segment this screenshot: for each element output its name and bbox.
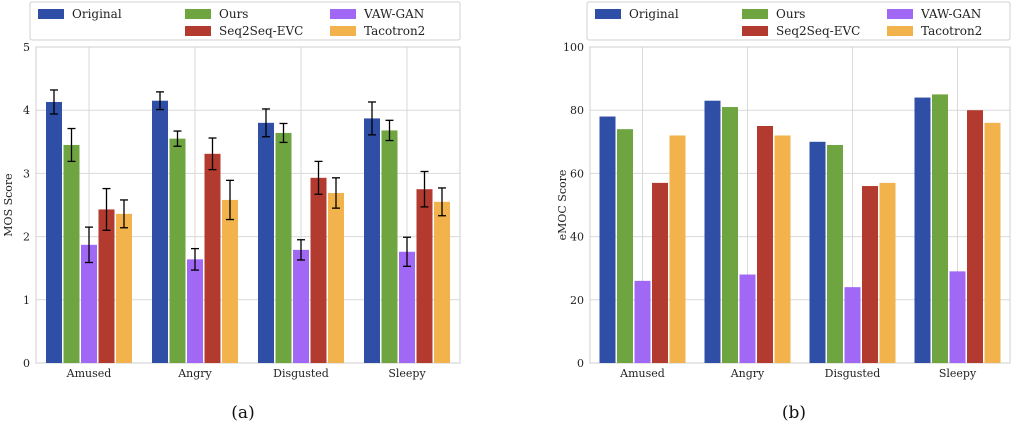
legend-swatch: [185, 9, 211, 19]
y-tick-label: 3: [23, 167, 30, 180]
bar: [63, 144, 80, 363]
bar: [914, 97, 931, 363]
bar: [399, 251, 415, 363]
bar: [984, 122, 1001, 363]
bar: [152, 100, 168, 363]
y-tick-label: 40: [570, 231, 584, 244]
bar: [704, 100, 721, 363]
bar: [739, 274, 756, 363]
legend-swatch: [330, 26, 356, 36]
x-tick-label: Angry: [177, 367, 212, 380]
bar: [416, 189, 433, 363]
y-tick-label: 4: [23, 104, 30, 117]
legend-label: Original: [629, 7, 679, 21]
bar: [381, 130, 398, 363]
bar: [81, 244, 97, 363]
x-tick-label: Angry: [730, 367, 765, 380]
bar: [434, 201, 450, 363]
bar: [169, 138, 186, 363]
plot-border: [589, 46, 1011, 364]
bar: [669, 135, 686, 363]
legend-swatch: [887, 9, 913, 19]
bar: [757, 126, 773, 363]
legend: Original Ours VAW-GAN Seq2Seq-EVC Tacotron2: [29, 1, 461, 41]
legend-swatch: [595, 9, 621, 19]
bar: [98, 209, 115, 363]
legend-label: VAW-GAN: [363, 7, 424, 21]
x-tick-label: Sleepy: [388, 367, 426, 380]
bar: [116, 213, 132, 363]
bar: [258, 122, 274, 363]
y-tick-label: 0: [577, 357, 584, 370]
bar: [932, 94, 948, 364]
bar: [310, 177, 327, 363]
bar: [222, 199, 238, 363]
y-tick-label: 20: [570, 294, 584, 307]
bar: [862, 186, 878, 363]
x-tick-label: Disgusted: [273, 367, 329, 380]
bar: [293, 249, 309, 363]
bar: [722, 107, 738, 363]
plot-border: [35, 46, 461, 364]
legend-label: Ours: [776, 7, 805, 21]
x-tick-label: Disgusted: [825, 367, 881, 380]
bar: [599, 116, 616, 364]
legend-label: VAW-GAN: [920, 7, 981, 21]
y-tick-label: 5: [23, 41, 30, 54]
legend: Original Ours VAW-GAN Seq2Seq-EVC Tacotron2: [586, 1, 1011, 41]
bar: [949, 271, 966, 363]
legend-label: Tacotron2: [364, 24, 425, 38]
legend-label: Seq2Seq-EVC: [219, 24, 303, 38]
bar: [774, 135, 791, 363]
bar: [879, 182, 896, 363]
bar: [844, 287, 861, 363]
x-tick-label: Amused: [619, 367, 665, 380]
legend-swatch: [887, 26, 913, 36]
bar: [187, 259, 203, 363]
legend-swatch: [742, 9, 768, 19]
legend-label: Ours: [219, 7, 248, 21]
x-tick-label: Amused: [66, 367, 112, 380]
bar: [967, 110, 983, 363]
y-tick-label: 80: [570, 104, 584, 117]
legend-swatch: [38, 9, 64, 19]
legend-label: Seq2Seq-EVC: [776, 24, 860, 38]
chart-panel-a: 0 1 2 3 4 5 Amused Angry Disgusted Sleepy MOS Scor…: [2, 1, 461, 423]
bar: [827, 144, 843, 363]
bar: [652, 182, 668, 363]
bar: [809, 141, 826, 363]
bar: [204, 153, 221, 363]
legend-label: Tacotron2: [921, 24, 982, 38]
y-tick-label: 60: [570, 167, 584, 180]
legend-swatch: [330, 9, 356, 19]
bar: [617, 129, 633, 363]
bar: [328, 192, 344, 363]
bar: [364, 118, 380, 363]
legend-swatch: [185, 26, 211, 36]
bar: [46, 101, 62, 363]
y-axis-label: eMOC Score: [556, 170, 569, 241]
chart-panel-b: 0 20 40 60 80 100 Amused Angry Disgusted Sleepy eM…: [556, 1, 1011, 423]
figure-caption: (b): [782, 403, 806, 423]
figure-caption: (a): [231, 403, 254, 423]
y-axis-label: MOS Score: [2, 173, 15, 236]
y-tick-label: 1: [23, 294, 30, 307]
legend-label: Original: [72, 7, 122, 21]
y-tick-label: 0: [23, 357, 30, 370]
x-tick-label: Sleepy: [939, 367, 977, 380]
y-tick-label: 2: [23, 231, 30, 244]
legend-swatch: [742, 26, 768, 36]
y-tick-label: 100: [563, 41, 584, 54]
bar: [634, 280, 651, 363]
bar: [275, 132, 292, 363]
